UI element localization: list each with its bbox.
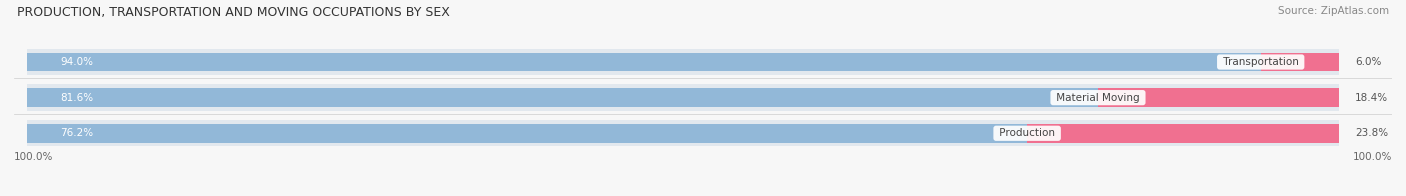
Text: 100.0%: 100.0% <box>14 152 53 162</box>
Text: 23.8%: 23.8% <box>1355 128 1388 138</box>
Bar <box>27 84 1340 111</box>
Text: Transportation: Transportation <box>1219 57 1302 67</box>
Bar <box>1098 88 1340 107</box>
Text: 6.0%: 6.0% <box>1355 57 1382 67</box>
Bar <box>27 53 1261 71</box>
Text: PRODUCTION, TRANSPORTATION AND MOVING OCCUPATIONS BY SEX: PRODUCTION, TRANSPORTATION AND MOVING OC… <box>17 6 450 19</box>
Text: 94.0%: 94.0% <box>60 57 93 67</box>
Text: Production: Production <box>995 128 1059 138</box>
Text: Material Moving: Material Moving <box>1053 93 1143 103</box>
Text: 18.4%: 18.4% <box>1355 93 1388 103</box>
Bar <box>1261 53 1340 71</box>
Bar <box>1028 124 1340 142</box>
Text: 81.6%: 81.6% <box>60 93 93 103</box>
Text: Source: ZipAtlas.com: Source: ZipAtlas.com <box>1278 6 1389 16</box>
Text: 100.0%: 100.0% <box>1353 152 1392 162</box>
Bar <box>27 49 1340 75</box>
Bar <box>27 124 1028 142</box>
Text: 76.2%: 76.2% <box>60 128 93 138</box>
Bar <box>27 88 1098 107</box>
Bar <box>27 120 1340 146</box>
